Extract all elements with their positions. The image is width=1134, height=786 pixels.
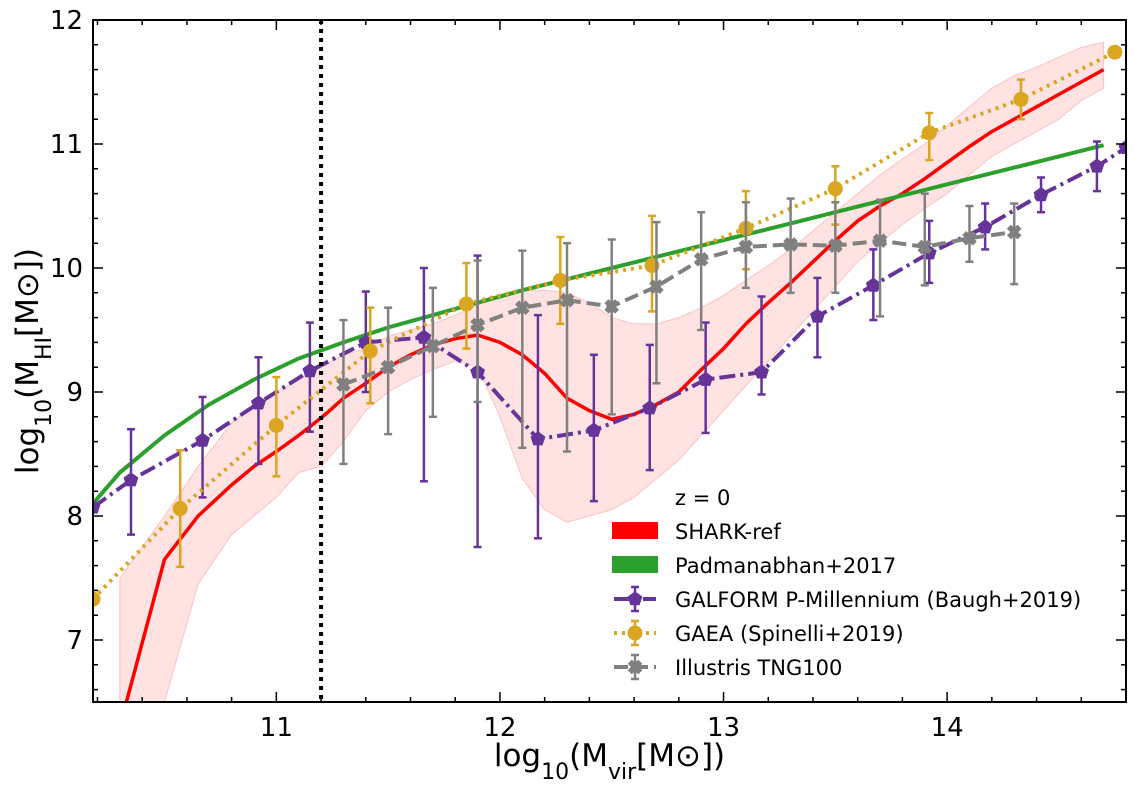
data-point bbox=[559, 292, 575, 308]
data-point bbox=[783, 237, 798, 252]
series-line bbox=[342, 230, 1015, 387]
data-point bbox=[1006, 224, 1022, 240]
data-point bbox=[1107, 44, 1123, 60]
series-4 bbox=[336, 192, 1022, 466]
data-point bbox=[458, 296, 474, 312]
legend-label: SHARK-ref bbox=[675, 520, 781, 544]
y-tick-label: 9 bbox=[66, 378, 83, 408]
data-point bbox=[416, 329, 432, 344]
data-point bbox=[917, 239, 933, 255]
y-tick-label: 7 bbox=[66, 626, 83, 656]
series-1 bbox=[93, 143, 1105, 505]
data-point bbox=[514, 300, 530, 315]
data-point bbox=[268, 417, 284, 433]
data-point bbox=[586, 422, 602, 437]
x-tick-label: 13 bbox=[707, 713, 740, 743]
legend-marker bbox=[627, 625, 643, 641]
data-point bbox=[872, 233, 888, 249]
data-point bbox=[1033, 187, 1049, 202]
plot-frame bbox=[92, 19, 1127, 703]
data-point bbox=[738, 239, 754, 255]
x-axis-label: log10(Mvir[M⊙]) bbox=[494, 738, 725, 785]
data-point bbox=[251, 395, 266, 410]
legend-label: Padmanabhan+2017 bbox=[675, 554, 896, 578]
data-point bbox=[425, 338, 441, 354]
y-tick-label: 10 bbox=[50, 254, 83, 284]
x-tick-label: 14 bbox=[931, 713, 964, 743]
legend-swatch bbox=[612, 556, 658, 573]
padmanabhan-line bbox=[93, 143, 1105, 505]
data-point bbox=[1089, 158, 1105, 173]
legend-label: GAEA (Spinelli+2019) bbox=[675, 622, 904, 646]
data-point bbox=[123, 472, 139, 487]
y-tick-label: 8 bbox=[66, 502, 83, 532]
legend-label: GALFORM P-Millennium (Baugh+2019) bbox=[675, 588, 1081, 612]
data-point bbox=[93, 499, 101, 514]
legend-entry-0: SHARK-ref bbox=[612, 520, 781, 544]
data-point bbox=[693, 251, 709, 267]
data-point bbox=[810, 308, 825, 323]
data-point bbox=[977, 219, 993, 234]
data-point bbox=[172, 501, 188, 517]
y-tick-label: 11 bbox=[50, 130, 83, 160]
legend-title: z = 0 bbox=[675, 486, 730, 510]
data-point bbox=[649, 279, 664, 294]
data-point bbox=[195, 432, 210, 447]
legend-entry-4: Illustris TNG100 bbox=[614, 653, 842, 681]
data-point bbox=[380, 359, 396, 375]
data-point bbox=[302, 363, 318, 378]
data-point bbox=[827, 181, 843, 197]
legend-entry-3: GAEA (Spinelli+2019) bbox=[614, 619, 904, 647]
axis-labels: log10(Mvir[M⊙]) log10(MHI[M⊙]) bbox=[10, 248, 725, 785]
legend-entry-2: GALFORM P-Millennium (Baugh+2019) bbox=[614, 585, 1081, 613]
data-point bbox=[362, 343, 378, 359]
y-tick-label: 12 bbox=[50, 6, 83, 36]
legend-entry-1: Padmanabhan+2017 bbox=[612, 554, 896, 578]
axes: 11 12 13 14 7 8 9 10 11 12 bbox=[50, 6, 1127, 743]
data-point bbox=[1013, 91, 1029, 107]
data-point bbox=[754, 364, 769, 379]
data-point bbox=[93, 591, 101, 607]
data-point bbox=[642, 400, 658, 415]
data-point bbox=[962, 230, 977, 246]
data-point bbox=[698, 371, 714, 386]
data-point bbox=[921, 125, 937, 141]
x-tick-label: 12 bbox=[483, 713, 516, 743]
data-point bbox=[828, 238, 843, 254]
series-line bbox=[93, 146, 1126, 509]
y-axis-label: log10(MHI[M⊙]) bbox=[10, 248, 57, 474]
data-point bbox=[530, 431, 546, 446]
data-point bbox=[604, 299, 620, 314]
plot-area bbox=[93, 20, 1126, 702]
legend-marker bbox=[627, 591, 643, 606]
x-tick-label: 11 bbox=[260, 713, 293, 743]
legend-label: Illustris TNG100 bbox=[675, 656, 842, 680]
data-point bbox=[470, 317, 485, 333]
legend-marker bbox=[627, 659, 643, 675]
legend-swatch bbox=[612, 522, 658, 539]
data-point bbox=[552, 272, 568, 288]
series-line bbox=[93, 50, 1116, 601]
data-point bbox=[865, 277, 881, 292]
legend: z = 0 SHARK-ref Padmanabhan+2017 GALFORM P-… bbox=[612, 486, 1081, 681]
data-point bbox=[336, 377, 351, 392]
